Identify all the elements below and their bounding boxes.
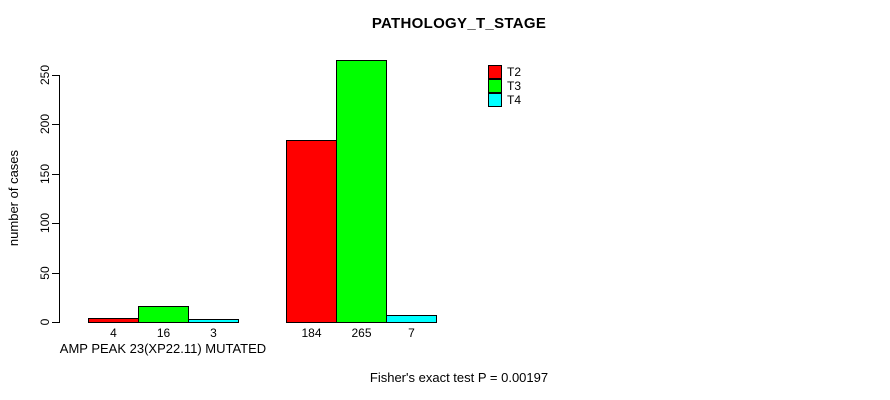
y-axis-tick [52,322,59,323]
legend-swatch-t4 [488,93,502,107]
bar-value-label: 7 [408,326,415,340]
bar-t4 [188,319,239,323]
legend-label: T2 [507,65,522,79]
legend-item: T2 [488,65,521,79]
fisher-test-annotation: Fisher's exact test P = 0.00197 [369,370,549,385]
y-axis-tick-label: 100 [38,212,52,234]
y-axis-tick [52,223,59,224]
legend-swatch-t2 [488,65,502,79]
y-axis-tick-label: 0 [38,318,52,326]
y-axis-tick [52,124,59,125]
bar-value-label: 4 [110,326,117,340]
legend-label: T4 [507,93,522,107]
bar-value-label: 3 [210,326,217,340]
bar-value-label: 265 [351,326,372,340]
bar-t2 [286,140,337,323]
legend: T2 T3 T4 [488,65,521,107]
y-axis-tick-label: 50 [38,266,52,280]
bar-value-label: 16 [156,326,171,340]
y-axis-tick [52,273,59,274]
legend-item: T3 [488,79,521,93]
y-axis-tick [52,75,59,76]
y-axis-tick-label: 250 [38,64,52,86]
y-axis-label: number of cases [6,149,21,247]
bar-t2 [88,318,139,323]
bar-t3 [138,306,189,323]
bar-t4 [386,315,437,323]
legend-label: T3 [507,79,522,93]
y-axis-tick [52,174,59,175]
y-axis-line [59,75,60,323]
x-category-label: AMP PEAK 23(XP22.11) MUTATED [59,341,267,356]
bar-t3 [336,60,387,323]
y-axis-tick-label: 150 [38,163,52,185]
legend-item: T4 [488,93,521,107]
legend-swatch-t3 [488,79,502,93]
bar-value-label: 184 [301,326,322,340]
y-axis-tick-label: 200 [38,113,52,135]
chart-title: PATHOLOGY_T_STAGE [371,15,547,32]
